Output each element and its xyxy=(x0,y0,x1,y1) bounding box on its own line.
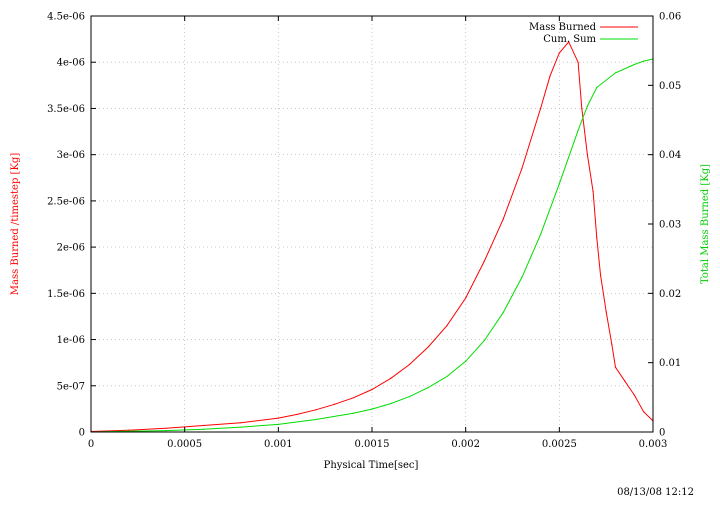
data-point xyxy=(277,417,279,419)
data-point xyxy=(315,418,317,421)
y-left-tick-label: 5e-07 xyxy=(57,381,85,392)
data-point xyxy=(427,387,429,389)
data-point xyxy=(558,183,560,185)
x-tick-label: 0.003 xyxy=(639,439,668,450)
data-point xyxy=(643,411,645,413)
data-point xyxy=(465,297,467,299)
x-tick-label: 0.001 xyxy=(264,439,293,450)
data-point xyxy=(240,422,242,424)
data-point xyxy=(586,105,589,107)
y-right-tick-label: 0.05 xyxy=(659,81,681,92)
data-point xyxy=(446,325,448,327)
y-right-tick-label: 0.01 xyxy=(659,358,681,369)
data-point xyxy=(614,72,617,74)
data-point xyxy=(483,260,485,262)
y-right-tick-label: 0.04 xyxy=(659,150,681,161)
x-tick-label: 0 xyxy=(88,439,94,450)
data-point xyxy=(558,52,560,54)
data-point xyxy=(586,154,589,156)
data-point xyxy=(127,429,130,431)
data-point xyxy=(592,191,594,193)
data-point xyxy=(277,423,279,425)
data-point xyxy=(549,75,551,77)
legend: Mass Burned Cum. Sum xyxy=(529,22,638,45)
data-point xyxy=(446,375,448,378)
legend-label-cum-sum: Cum. Sum xyxy=(543,34,596,45)
series-layer xyxy=(90,40,654,433)
timestamp: 08/13/08 12:12 xyxy=(617,487,694,498)
data-point xyxy=(333,403,336,405)
x-axis-title: Physical Time[sec] xyxy=(324,460,419,471)
y-axis-right-title: Total Mass Burned [Kg] xyxy=(700,164,711,284)
data-point xyxy=(614,366,617,368)
data-point xyxy=(568,41,570,43)
x-tick-label: 0.0005 xyxy=(167,439,202,450)
data-point xyxy=(633,63,635,66)
data-point xyxy=(465,360,467,362)
data-point xyxy=(599,274,602,276)
y-right-tick-label: 0.02 xyxy=(659,289,681,300)
data-point xyxy=(596,86,598,89)
y-left-tick-label: 0 xyxy=(79,428,85,439)
y-left-tick-label: 2e-06 xyxy=(57,243,85,254)
data-point xyxy=(371,408,373,410)
y-left-tick-label: 4.5e-06 xyxy=(47,12,85,23)
data-point xyxy=(390,377,392,379)
data-point xyxy=(581,107,583,110)
y-left-tick-label: 3.5e-06 xyxy=(47,104,85,115)
data-point xyxy=(371,388,373,391)
y-axis-left-title: Mass Burned /timestep [Kg] xyxy=(10,153,21,296)
data-point xyxy=(502,312,504,314)
x-tick-label: 0.0025 xyxy=(542,439,577,450)
data-point xyxy=(483,339,485,342)
data-point xyxy=(408,396,411,398)
data-point xyxy=(624,380,626,382)
data-point xyxy=(611,343,613,345)
data-point xyxy=(577,129,579,131)
x-tick-label: 0.002 xyxy=(451,439,480,450)
y-right-tick-label: 0.06 xyxy=(659,12,681,23)
grid xyxy=(91,16,653,432)
legend-label-mass-burned: Mass Burned xyxy=(529,22,597,33)
data-point xyxy=(596,237,598,239)
y-left-tick-label: 4e-06 xyxy=(57,58,85,69)
y-right-tick-label: 0 xyxy=(659,428,665,439)
data-point xyxy=(202,424,204,427)
data-point xyxy=(352,412,354,414)
data-point xyxy=(577,61,579,63)
data-point xyxy=(633,394,635,396)
data-point xyxy=(540,233,542,235)
data-point xyxy=(202,428,204,430)
data-point xyxy=(540,107,542,110)
ticks: 0 0.0005 0.001 0.0015 0.002 0.0025 0.00305e-07… xyxy=(47,12,681,451)
y-left-tick-label: 2.5e-06 xyxy=(47,196,85,207)
data-point xyxy=(427,346,429,348)
data-point xyxy=(352,397,354,399)
y-left-tick-label: 3e-06 xyxy=(57,150,85,161)
series-line-mass-burned xyxy=(90,40,654,432)
data-point xyxy=(408,363,411,366)
x-tick-label: 0.0015 xyxy=(355,439,390,450)
y-left-tick-label: 1e-06 xyxy=(57,335,85,346)
data-point xyxy=(240,426,242,428)
data-point xyxy=(315,409,317,411)
data-point xyxy=(521,276,523,278)
data-point xyxy=(643,60,645,62)
data-point xyxy=(502,218,504,220)
y-left-tick-label: 1.5e-06 xyxy=(47,289,85,300)
data-point xyxy=(165,430,167,432)
data-point xyxy=(165,427,167,429)
data-point xyxy=(390,402,392,405)
data-point xyxy=(521,167,523,170)
y-right-tick-label: 0.03 xyxy=(659,220,681,231)
data-point xyxy=(296,413,298,416)
data-point xyxy=(605,311,607,313)
series-line-cum-sum xyxy=(90,58,654,433)
